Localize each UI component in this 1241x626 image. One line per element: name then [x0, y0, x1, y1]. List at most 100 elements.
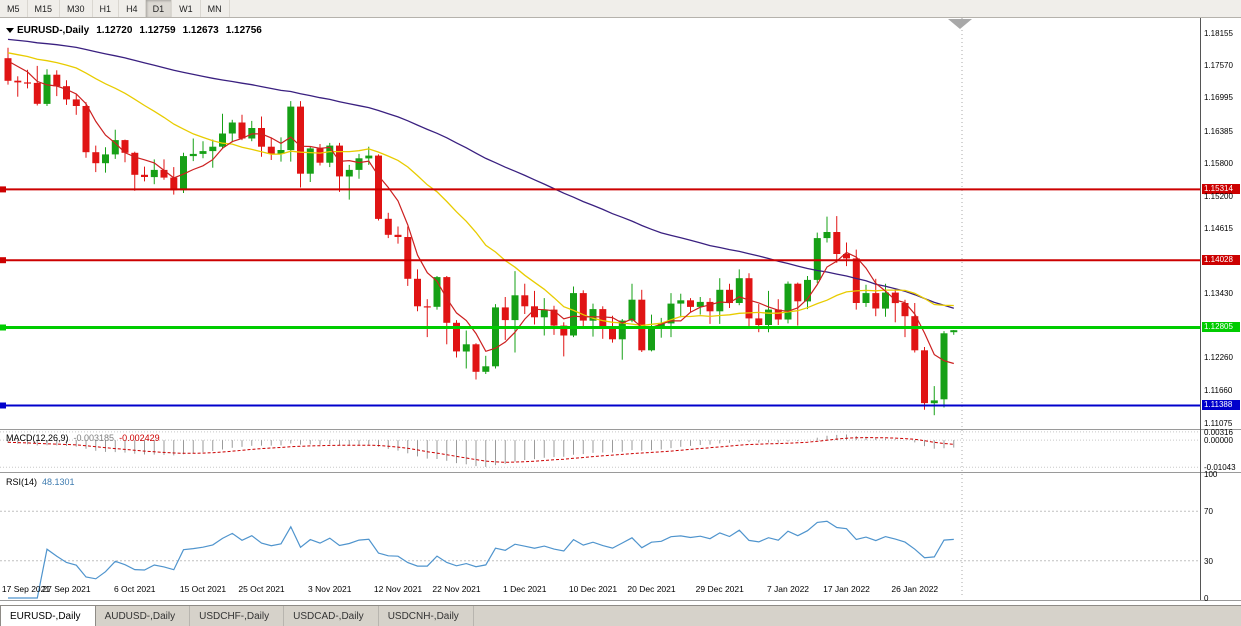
- candle-body: [287, 106, 295, 151]
- candle-body: [189, 153, 197, 157]
- candle-body: [258, 128, 265, 147]
- candle-body: [950, 330, 958, 333]
- chart-tab-audusd[interactable]: AUDUSD-,Daily: [96, 606, 191, 626]
- candle-body: [872, 293, 880, 309]
- timeframe-button-mn[interactable]: MN: [201, 0, 230, 17]
- candle-body: [755, 318, 763, 325]
- candle-body: [170, 177, 178, 191]
- macd-label: MACD(12,26,9) -0.003185 -0.002429: [6, 433, 165, 443]
- candle-body: [823, 232, 831, 239]
- price-line-anchor: [0, 402, 6, 409]
- candle-body: [306, 148, 314, 174]
- candle-body: [882, 292, 889, 309]
- candle-body: [599, 309, 607, 327]
- timeframe-button-h4[interactable]: H4: [119, 0, 146, 17]
- candle-body: [394, 234, 402, 237]
- rsi-label: RSI(14) 48.1301: [6, 477, 80, 487]
- candle-body: [277, 150, 285, 154]
- candle-body: [219, 133, 226, 147]
- macd-name: MACD(12,26,9): [6, 433, 69, 443]
- candle-body: [804, 279, 811, 302]
- candle-body: [209, 146, 217, 152]
- candle-body: [53, 74, 61, 87]
- bar-high: 1.12759: [139, 25, 176, 36]
- chart-symbol: EURUSD-,Daily: [17, 25, 90, 36]
- candle-body: [453, 322, 460, 352]
- candle-body: [482, 366, 490, 372]
- candle-body: [921, 350, 928, 404]
- candle-body: [24, 82, 31, 84]
- candle-body: [472, 344, 480, 372]
- candle-body: [687, 300, 694, 307]
- candle-body: [657, 323, 665, 328]
- candle-body: [501, 307, 509, 321]
- candle-body: [365, 155, 373, 159]
- candle-body: [384, 218, 392, 235]
- candle-body: [4, 58, 12, 81]
- candle-body: [297, 106, 304, 174]
- candle-body: [852, 258, 860, 303]
- candle-body: [199, 151, 207, 154]
- candle-body: [121, 140, 129, 153]
- rsi-value: 48.1301: [42, 477, 75, 487]
- candle-body: [248, 128, 256, 139]
- macd-signal-line: [7, 437, 954, 463]
- candle-body: [862, 293, 870, 303]
- candle-body: [404, 237, 412, 279]
- macd-signal-value: -0.002429: [119, 433, 160, 443]
- candle-body: [111, 140, 119, 155]
- candle-body: [940, 333, 948, 400]
- candle-body: [716, 289, 724, 312]
- candle-body: [706, 301, 714, 312]
- candle-body: [521, 295, 529, 307]
- price-line-anchor: [0, 257, 6, 264]
- timeframe-button-m30[interactable]: M30: [60, 0, 93, 17]
- candle-body: [345, 169, 353, 177]
- candle-body: [228, 122, 236, 134]
- macd-main-value: -0.003185: [73, 433, 115, 443]
- candle-body: [677, 300, 685, 304]
- timeframe-button-m5[interactable]: M5: [0, 0, 28, 17]
- chart-tabs-bar: EURUSD-,Daily AUDUSD-,Daily USDCHF-,Daily U…: [0, 605, 1241, 626]
- candle-body: [901, 303, 909, 317]
- candle-body: [355, 158, 363, 170]
- chart-tab-eurusd[interactable]: EURUSD-,Daily: [0, 606, 96, 626]
- bar-low: 1.12673: [182, 25, 219, 36]
- rsi-name: RSI(14): [6, 477, 38, 487]
- candle-body: [560, 325, 568, 336]
- candle-body: [316, 148, 324, 163]
- candle-body: [375, 155, 382, 219]
- candle-body: [238, 122, 246, 139]
- candle-body: [618, 320, 626, 340]
- chart-shift-marker-icon: [948, 19, 972, 29]
- bar-close: 1.12756: [225, 25, 262, 36]
- candle-body: [326, 145, 334, 163]
- chart-tab-usdchf[interactable]: USDCHF-,Daily: [190, 606, 285, 626]
- candle-body: [462, 344, 470, 352]
- candle-body: [150, 169, 158, 178]
- candle-body: [726, 289, 733, 303]
- bar-open: 1.12720: [96, 25, 133, 36]
- timeframe-button-w1[interactable]: W1: [172, 0, 201, 17]
- candle-body: [745, 278, 753, 319]
- chart-tab-usdcad[interactable]: USDCAD-,Daily: [284, 606, 379, 626]
- candle-body: [843, 254, 850, 259]
- candle-body: [930, 400, 938, 404]
- candle-body: [414, 278, 421, 307]
- candle-body: [765, 309, 772, 325]
- candle-body: [14, 80, 22, 83]
- candle-body: [267, 146, 275, 154]
- candle-body: [696, 301, 704, 307]
- chart-tab-usdcnh[interactable]: USDCNH-,Daily: [379, 606, 474, 626]
- ma-slow-line: [7, 38, 954, 309]
- candle-body: [813, 238, 821, 280]
- timeframe-button-d1[interactable]: D1: [145, 0, 173, 17]
- timeframe-toolbar: M5 M15 M30 H1 H4 D1 W1 MN: [0, 0, 1241, 18]
- candle-body: [550, 309, 558, 326]
- timeframe-button-m15[interactable]: M15: [28, 0, 61, 17]
- candle-body: [531, 306, 538, 318]
- timeframe-button-h1[interactable]: H1: [93, 0, 120, 17]
- candle-body: [891, 292, 899, 304]
- candle-body: [33, 82, 41, 104]
